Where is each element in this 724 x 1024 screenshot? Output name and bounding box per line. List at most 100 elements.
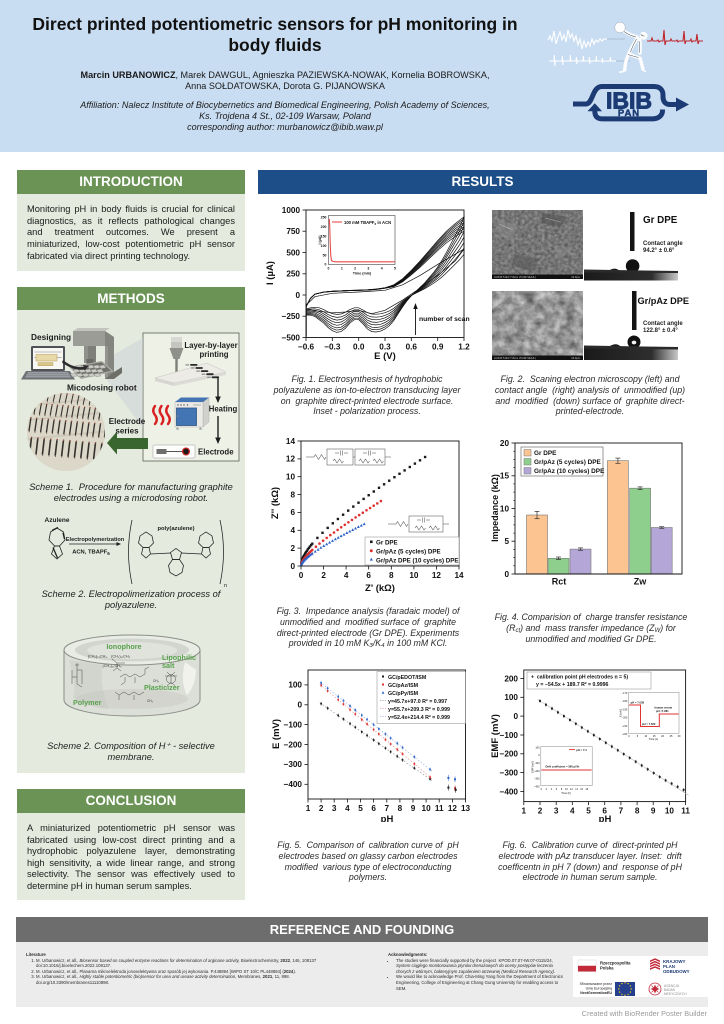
svg-text:25: 25 xyxy=(670,735,673,738)
svg-text:Electrode: Electrode xyxy=(109,417,146,426)
svg-text:0: 0 xyxy=(328,267,330,271)
svg-text:pH = 7.038: pH = 7.038 xyxy=(631,701,645,705)
svg-text:KRAJOWY: KRAJOWY xyxy=(663,959,686,964)
svg-text:pH = 7.520: pH = 7.520 xyxy=(642,722,656,726)
svg-text:−180: −180 xyxy=(622,700,628,703)
svg-text:series: series xyxy=(115,427,139,436)
svg-text:number of scan: number of scan xyxy=(419,316,470,323)
svg-text:5: 5 xyxy=(358,804,363,813)
svg-text:15: 15 xyxy=(500,472,510,481)
svg-text:+ calibration point pH electr: + calibration point pH electrodes n = 5) xyxy=(531,675,628,681)
svg-text:8: 8 xyxy=(398,804,403,813)
svg-text:−210: −210 xyxy=(622,725,628,728)
svg-text:−300: −300 xyxy=(534,778,540,781)
svg-text:−200: −200 xyxy=(534,770,540,773)
svg-text:polyazulene.: polyazulene. xyxy=(104,600,157,610)
svg-text:Time (s): Time (s) xyxy=(649,737,659,741)
svg-text:1.2: 1.2 xyxy=(458,343,470,352)
svg-text:2: 2 xyxy=(538,807,543,816)
svg-text:10.0µm: 10.0µm xyxy=(571,356,580,360)
svg-text:250: 250 xyxy=(286,270,300,279)
svg-text:100 mM TBAPF6 in ACN: 100 mM TBAPF6 in ACN xyxy=(344,220,391,226)
svg-text:Time (h): Time (h) xyxy=(561,791,571,795)
svg-text:4: 4 xyxy=(345,804,350,813)
svg-text:y=45.7x+97.0 R² = 0.997: y=45.7x+97.0 R² = 0.997 xyxy=(388,699,447,705)
svg-text:18: 18 xyxy=(585,788,588,791)
svg-text:−300: −300 xyxy=(500,768,519,777)
svg-text:AGENCJA: AGENCJA xyxy=(664,984,680,988)
svg-text:Heating: Heating xyxy=(209,405,238,414)
svg-text:Gr/pAz (10 cycles) DPE: Gr/pAz (10 cycles) DPE xyxy=(534,468,605,475)
svg-text:Zw: Zw xyxy=(634,577,647,587)
svg-text:0: 0 xyxy=(295,291,300,300)
svg-text:GC/pPy/ISM: GC/pPy/ISM xyxy=(388,691,419,697)
svg-text:Z'' (kΩ): Z'' (kΩ) xyxy=(270,487,281,519)
svg-text:10: 10 xyxy=(286,473,296,482)
svg-text:10: 10 xyxy=(500,504,510,513)
svg-text:−400: −400 xyxy=(534,785,540,788)
svg-text:11: 11 xyxy=(681,807,690,816)
svg-text:6: 6 xyxy=(366,571,371,580)
svg-text:E (mV): E (mV) xyxy=(271,719,282,749)
svg-text:GC/pEDOT/ISM: GC/pEDOT/ISM xyxy=(388,675,427,681)
svg-text:Contact angle: Contact angle xyxy=(643,321,683,327)
svg-text:10: 10 xyxy=(422,804,432,813)
svg-text:−200: −200 xyxy=(500,750,519,759)
svg-text:14: 14 xyxy=(454,571,464,580)
svg-text:50: 50 xyxy=(323,254,327,258)
svg-text:Azulene: Azulene xyxy=(45,517,70,524)
svg-text:NextGenerationEU: NextGenerationEU xyxy=(580,991,612,995)
svg-text:6: 6 xyxy=(602,807,607,816)
svg-text:30: 30 xyxy=(678,735,681,738)
svg-text:Time (min): Time (min) xyxy=(353,272,372,276)
svg-text:Electrode: Electrode xyxy=(198,448,234,457)
svg-text:6: 6 xyxy=(371,804,376,813)
svg-text:Unię Europejską: Unię Europejską xyxy=(586,987,612,991)
svg-text:−0.3: −0.3 xyxy=(324,343,341,352)
svg-text:Ionophore: Ionophore xyxy=(106,642,141,651)
svg-text:Gr/pAz (5 cycles) DPE: Gr/pAz (5 cycles) DPE xyxy=(376,548,441,555)
svg-text:pH: pH xyxy=(381,814,394,822)
svg-text:Drift coefficient = 360 µV/h: Drift coefficient = 360 µV/h xyxy=(546,765,580,769)
svg-text:y=52.4x+214.4 R² = 0.999: y=52.4x+214.4 R² = 0.999 xyxy=(388,715,450,721)
svg-text:3: 3 xyxy=(367,267,369,271)
svg-text:1: 1 xyxy=(522,807,527,816)
svg-text:Scheme 1. Procedure for manuf: Scheme 1. Procedure for manufacturing gr… xyxy=(29,482,233,492)
svg-text:9: 9 xyxy=(651,807,656,816)
svg-text:−100: −100 xyxy=(500,731,519,740)
svg-text:200: 200 xyxy=(504,674,518,683)
svg-text:BADAŃ: BADAŃ xyxy=(664,988,676,992)
svg-text:−190: −190 xyxy=(622,708,628,711)
svg-text:−200: −200 xyxy=(622,717,628,720)
svg-text:0: 0 xyxy=(541,788,543,791)
svg-text:0: 0 xyxy=(513,712,518,721)
svg-text:5: 5 xyxy=(504,537,509,546)
svg-text:Electropolymerization: Electropolymerization xyxy=(66,537,125,543)
svg-text:PAN: PAN xyxy=(618,108,640,119)
svg-text:3: 3 xyxy=(554,807,559,816)
svg-text:0.6: 0.6 xyxy=(406,343,418,352)
svg-text:2: 2 xyxy=(354,267,356,271)
svg-text:CH₃: CH₃ xyxy=(153,679,160,683)
svg-text:2: 2 xyxy=(321,571,326,580)
svg-text:Plasticizer: Plasticizer xyxy=(144,683,180,692)
svg-text:Gr DPE: Gr DPE xyxy=(534,450,557,457)
svg-text:12: 12 xyxy=(448,804,458,813)
svg-text:94.2° ± 0.6°: 94.2° ± 0.6° xyxy=(643,248,675,254)
svg-text:Gr/pAz DPE: Gr/pAz DPE xyxy=(638,296,690,306)
svg-text:200: 200 xyxy=(321,225,327,229)
svg-text:122.8° ± 0.4°: 122.8° ± 0.4° xyxy=(643,328,678,334)
svg-text:500: 500 xyxy=(286,248,300,257)
svg-text:AUX20 5.0kV 7.8mm x5.00k SE(UL: AUX20 5.0kV 7.8mm x5.00k SE(UL) xyxy=(494,356,536,360)
svg-text:6: 6 xyxy=(290,508,295,517)
svg-text:y = −54.5x + 189.7 R² = 0.9996: y = −54.5x + 189.7 R² = 0.9996 xyxy=(536,682,609,688)
svg-text:Rct: Rct xyxy=(552,577,567,587)
svg-text:4: 4 xyxy=(551,788,553,791)
svg-text:9: 9 xyxy=(411,804,416,813)
svg-text:20: 20 xyxy=(661,735,664,738)
svg-text:PLAN: PLAN xyxy=(663,964,675,969)
svg-text:(CH₂)₁₁CH₃ (CH₂)₁₁CH₃: (CH₂)₁₁CH₃ (CH₂)₁₁CH₃ xyxy=(88,655,131,659)
svg-text:I (µA): I (µA) xyxy=(265,261,276,285)
svg-text:ODBUDOWY: ODBUDOWY xyxy=(663,969,690,974)
svg-text:250: 250 xyxy=(321,216,327,220)
